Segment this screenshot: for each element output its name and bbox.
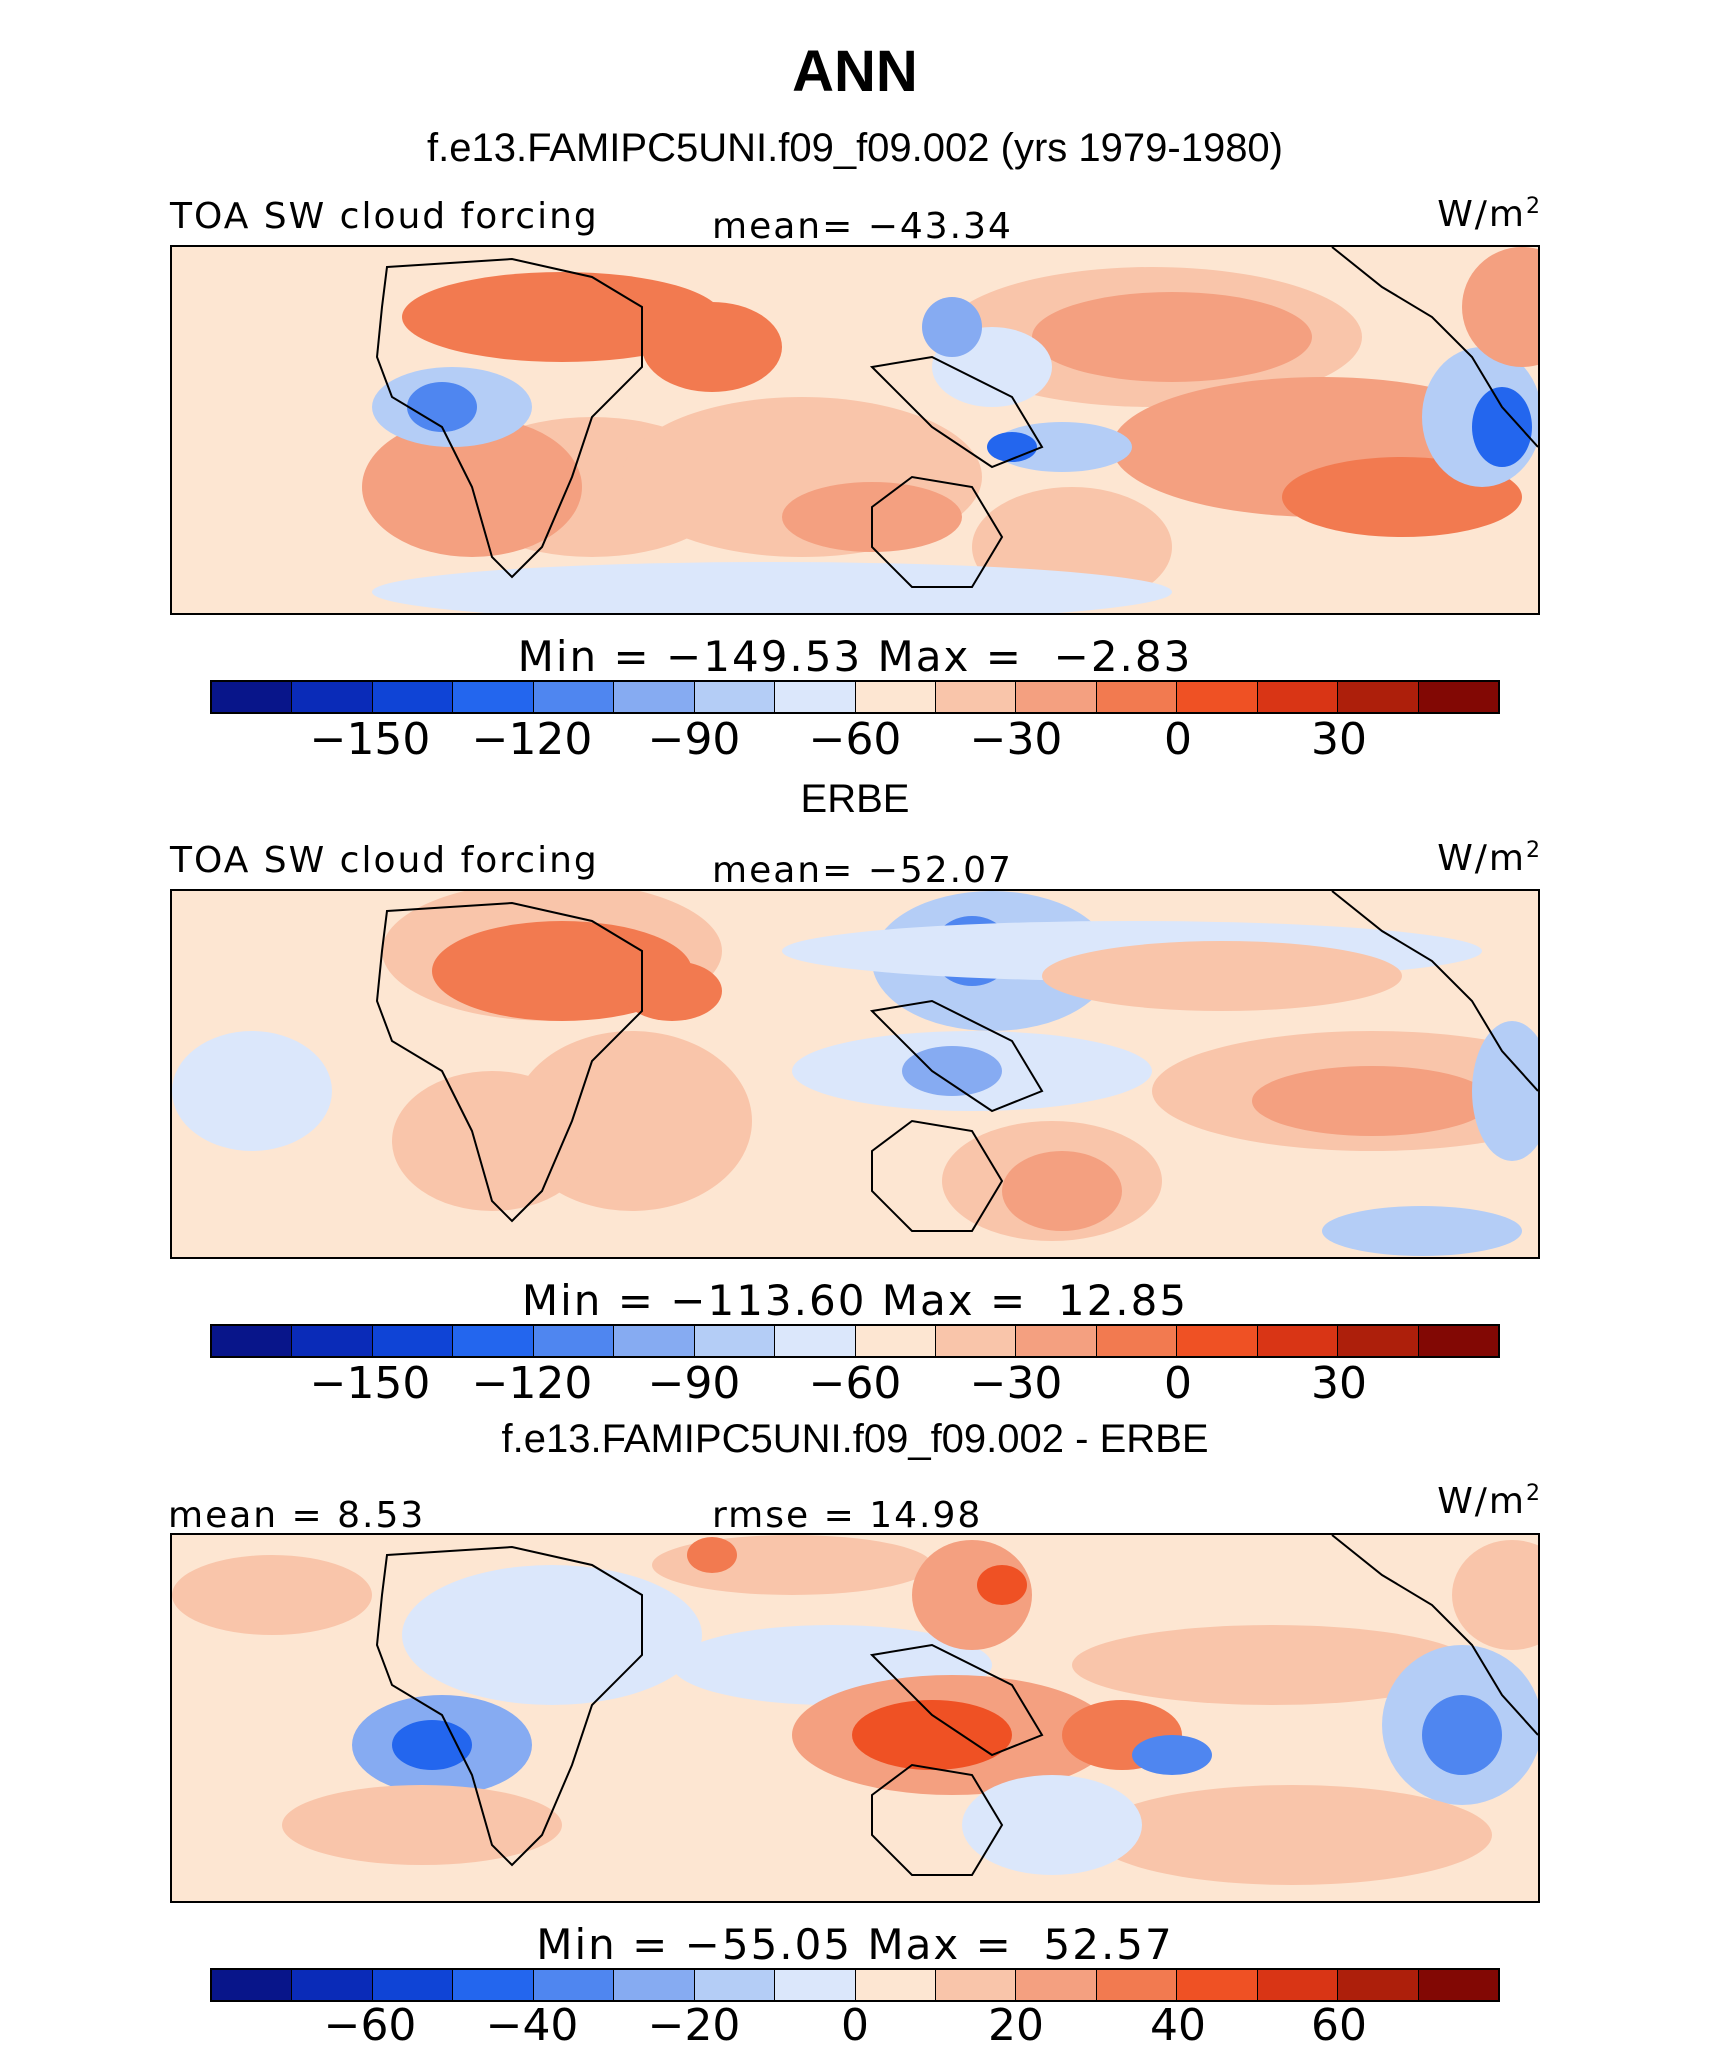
colorbar-swatch: [212, 1326, 293, 1356]
colorbar-swatch: [1338, 682, 1419, 712]
colorbar-swatch: [1016, 1970, 1097, 2000]
colorbar-tick-label: 0: [1164, 714, 1192, 765]
colorbar-ticks: −150 −120 −90 −60 −30 0 30: [210, 1358, 1500, 1409]
colorbar-tick-label: 30: [1311, 1358, 1367, 1409]
colorbar-swatch: [1096, 1970, 1178, 2000]
colorbar-swatch: [935, 1326, 1017, 1356]
panel-mean-label: mean= −43.34: [712, 206, 1013, 247]
colorbar-swatch: [694, 1970, 776, 2000]
panel-mean-label: mean = 8.53: [168, 1495, 426, 1536]
colorbar-tick-label: −40: [485, 2000, 579, 2051]
colorbar-swatch: [694, 1326, 776, 1356]
colorbar-swatch: [935, 682, 1017, 712]
colorbar-swatch: [1257, 1970, 1339, 2000]
colorbar-tick-label: −20: [647, 2000, 741, 2051]
panel-left-label: TOA SW cloud forcing: [170, 196, 599, 237]
colorbar-ticks: −60 −40 −20 0 20 40 60: [210, 2000, 1500, 2051]
colorbar-tick-label: −30: [969, 1358, 1063, 1409]
colorbar-swatch: [694, 682, 776, 712]
map-model: [170, 245, 1540, 615]
colorbar-swatch: [533, 682, 615, 712]
panel-left-label: TOA SW cloud forcing: [170, 840, 599, 881]
colorbar-tick-label: 30: [1311, 714, 1367, 765]
panel-minmax: Min = −55.05 Max = 52.57: [536, 1920, 1174, 1969]
colorbar-tick-label: 0: [1164, 1358, 1192, 1409]
panel-units: W/m2: [1437, 194, 1542, 235]
colorbar-tick-label: −90: [647, 1358, 741, 1409]
colorbar-swatch: [855, 1970, 936, 2000]
colorbar-tick-label: 60: [1311, 2000, 1367, 2051]
panel-units: W/m2: [1437, 1481, 1542, 1522]
colorbar-swatch: [1418, 1970, 1498, 2000]
panel-minmax: Min = −149.53 Max = −2.83: [517, 632, 1193, 681]
colorbar-ticks: −150 −120 −90 −60 −30 0 30: [210, 714, 1500, 765]
colorbar-tick-label: −60: [808, 1358, 902, 1409]
panel-rmse-label: rmse = 14.98: [712, 1495, 983, 1536]
panel-minmax: Min = −113.60 Max = 12.85: [521, 1276, 1189, 1325]
colorbar-tick-label: 20: [988, 2000, 1044, 2051]
colorbar-swatch: [614, 1326, 695, 1356]
colorbar-swatch: [1016, 1326, 1097, 1356]
panel-mean-label: mean= −52.07: [712, 850, 1013, 891]
colorbar-swatch: [1257, 682, 1339, 712]
panel-title: f.e13.FAMIPC5UNI.f09_f09.002 - ERBE: [501, 1417, 1209, 1461]
colorbar-swatch: [614, 682, 695, 712]
colorbar-swatch: [372, 1970, 454, 2000]
colorbar-swatch: [1096, 682, 1178, 712]
colorbar-swatch: [533, 1326, 615, 1356]
colorbar-swatch: [533, 1970, 615, 2000]
colorbar-tick-label: 40: [1150, 2000, 1206, 2051]
panel-title: ERBE: [800, 777, 910, 821]
colorbar-swatch: [1177, 1970, 1258, 2000]
colorbar-swatch: [775, 1970, 856, 2000]
colorbar-swatch: [212, 682, 293, 712]
colorbar-swatch: [1096, 1326, 1178, 1356]
colorbar-swatch: [1177, 1326, 1258, 1356]
colorbar-tick-label: −120: [471, 714, 593, 765]
colorbar-swatch: [1418, 682, 1498, 712]
colorbar-swatch: [1177, 682, 1258, 712]
colorbar-swatch: [453, 1326, 534, 1356]
colorbar-swatch: [1418, 1326, 1498, 1356]
colorbar-swatch: [775, 682, 856, 712]
colorbar-swatch: [855, 1326, 936, 1356]
colorbar-tick-label: 0: [841, 2000, 869, 2051]
colorbar-swatch: [614, 1970, 695, 2000]
colorbar-tick-label: −150: [309, 714, 431, 765]
panel-units: W/m2: [1437, 838, 1542, 879]
colorbar-swatch: [855, 682, 936, 712]
colorbar-tick-label: −60: [808, 714, 902, 765]
colorbar-tick-label: −60: [323, 2000, 417, 2051]
colorbar-swatch: [212, 1970, 293, 2000]
colorbar-tick-label: −30: [969, 714, 1063, 765]
colorbar-tick-label: −90: [647, 714, 741, 765]
colorbar-swatch: [1257, 1326, 1339, 1356]
colorbar-tick-label: −120: [471, 1358, 593, 1409]
colorbar-swatch: [1338, 1970, 1419, 2000]
colorbar-swatch: [372, 1326, 454, 1356]
colorbar-swatch: [1016, 682, 1097, 712]
colorbar-swatch: [1338, 1326, 1419, 1356]
map-diff: [170, 1533, 1540, 1903]
colorbar: [210, 1968, 1500, 2002]
map-obs: [170, 889, 1540, 1259]
figure-title: ANN: [792, 39, 918, 104]
colorbar-swatch: [292, 682, 373, 712]
colorbar: [210, 680, 1500, 714]
colorbar-swatch: [775, 1326, 856, 1356]
case-title: f.e13.FAMIPC5UNI.f09_f09.002 (yrs 1979-1…: [426, 126, 1283, 170]
colorbar-swatch: [453, 1970, 534, 2000]
colorbar-swatch: [372, 682, 454, 712]
colorbar-tick-label: −150: [309, 1358, 431, 1409]
colorbar-swatch: [935, 1970, 1017, 2000]
colorbar-swatch: [453, 682, 534, 712]
colorbar-swatch: [292, 1970, 373, 2000]
colorbar: [210, 1324, 1500, 1358]
colorbar-swatch: [292, 1326, 373, 1356]
